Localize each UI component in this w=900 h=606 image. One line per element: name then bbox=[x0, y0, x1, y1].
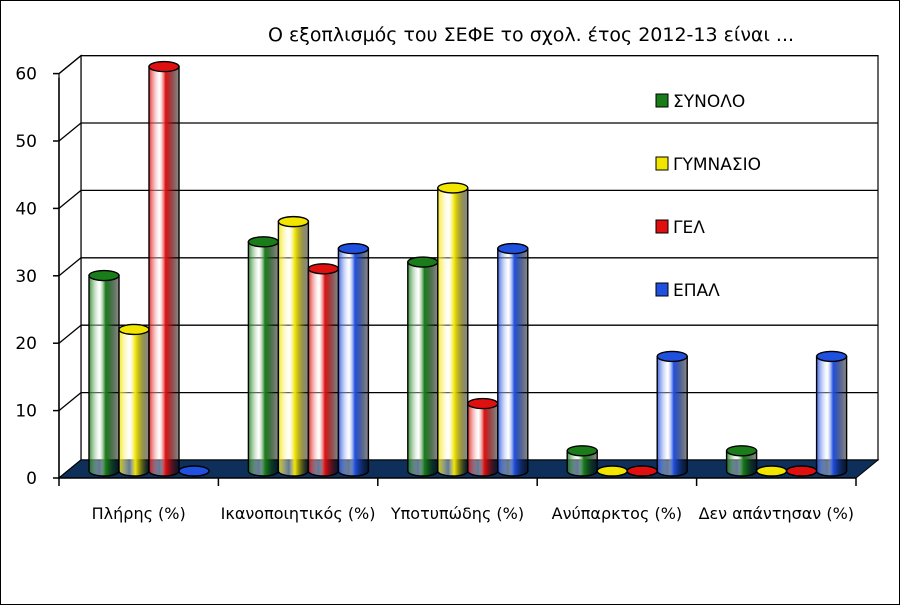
bar bbox=[247, 236, 280, 477]
bar-top bbox=[725, 445, 758, 457]
legend-label: ΓΕΛ bbox=[673, 218, 705, 238]
bar bbox=[467, 397, 499, 477]
bar bbox=[307, 263, 340, 477]
bar-body bbox=[307, 268, 340, 477]
bar-top bbox=[277, 215, 310, 228]
bar bbox=[148, 60, 180, 477]
bar-top bbox=[785, 465, 818, 477]
bar bbox=[277, 215, 310, 477]
bar-top bbox=[247, 236, 280, 248]
x-tick-label: Ικανοποιητικός (%) bbox=[221, 504, 376, 523]
bar bbox=[626, 465, 658, 477]
x-tick-label: Πλήρης (%) bbox=[92, 504, 186, 523]
bar bbox=[88, 269, 120, 477]
bar-body bbox=[656, 355, 688, 477]
legend-label: ΕΠΑΛ bbox=[673, 281, 720, 301]
legend-item: ΓΕΛ bbox=[655, 218, 705, 238]
legend-item: ΕΠΑΛ bbox=[655, 281, 720, 301]
bar bbox=[815, 350, 848, 477]
bar-body bbox=[118, 328, 150, 477]
bar-body bbox=[467, 402, 499, 477]
bar-body bbox=[148, 65, 180, 477]
bar bbox=[725, 445, 758, 477]
legend-swatch bbox=[655, 93, 669, 108]
bar-top bbox=[596, 465, 628, 477]
bar-top bbox=[467, 397, 499, 410]
bar bbox=[437, 182, 469, 477]
bar bbox=[178, 465, 210, 477]
bar-body bbox=[88, 274, 120, 477]
bar-body bbox=[337, 247, 370, 477]
y-tick-label: 0 bbox=[26, 469, 37, 489]
x-tick-label: Υποτυπώδης (%) bbox=[390, 504, 524, 523]
gridline-depth bbox=[58, 324, 82, 344]
legend-item: ΓΥΜΝΑΣΙΟ bbox=[655, 155, 761, 175]
bars bbox=[88, 60, 848, 477]
gridline-depth bbox=[58, 257, 82, 277]
gridlines bbox=[58, 54, 878, 479]
x-tick-label: Ανύπαρκτος (%) bbox=[552, 504, 683, 523]
bar bbox=[566, 445, 598, 477]
bar bbox=[497, 242, 529, 477]
y-tick-label: 20 bbox=[15, 334, 37, 354]
legend-swatch bbox=[655, 219, 669, 234]
bar bbox=[337, 242, 370, 477]
y-tick-label: 50 bbox=[15, 132, 37, 152]
bar-body bbox=[407, 261, 439, 477]
bar bbox=[118, 323, 150, 477]
bar-top bbox=[407, 256, 439, 268]
bar-top bbox=[178, 465, 210, 477]
y-tick-label: 40 bbox=[15, 199, 37, 219]
bar-body bbox=[497, 247, 529, 477]
bar-body bbox=[815, 355, 848, 477]
bar-top bbox=[437, 182, 469, 194]
bar-top bbox=[497, 242, 529, 255]
y-tick-label: 30 bbox=[15, 267, 37, 287]
bar-body bbox=[247, 241, 280, 477]
y-tick-label: 60 bbox=[15, 65, 37, 85]
gridline-depth bbox=[58, 392, 82, 412]
gridline-depth bbox=[58, 122, 82, 142]
legend-swatch bbox=[655, 156, 669, 171]
bar-top bbox=[755, 465, 788, 477]
legend-item: ΣΥΝΟΛΟ bbox=[655, 92, 745, 112]
bar bbox=[656, 350, 688, 477]
legend: ΣΥΝΟΛΟ ΓΥΜΝΑΣΙΟ ΓΕΛ ΕΠΑΛ bbox=[655, 92, 761, 301]
axes: 0 10 20 30 40 50 60 Πλήρης (%) Ικανοποιητικός (%… bbox=[15, 65, 857, 523]
chart-title: Ο εξοπλισμός του ΣΕΦΕ το σχολ. έτος 2012… bbox=[268, 24, 794, 46]
x-tick-label: Δεν απάντησαν (%) bbox=[699, 504, 854, 523]
legend-label: ΓΥΜΝΑΣΙΟ bbox=[673, 155, 761, 175]
bar-top bbox=[118, 323, 150, 336]
bar-top bbox=[307, 263, 340, 275]
bar bbox=[407, 256, 439, 477]
bar-body bbox=[437, 187, 469, 477]
bar bbox=[785, 465, 818, 477]
y-tick-label: 10 bbox=[15, 402, 37, 422]
bar bbox=[755, 465, 788, 477]
bar-top bbox=[566, 445, 598, 457]
bar-top bbox=[337, 242, 370, 255]
bar-top bbox=[148, 60, 180, 73]
bar-top bbox=[815, 350, 848, 363]
gridline-depth bbox=[58, 55, 82, 75]
bar-body bbox=[277, 220, 310, 477]
bar-top bbox=[88, 269, 120, 282]
bar-top bbox=[626, 465, 658, 477]
legend-label: ΣΥΝΟΛΟ bbox=[673, 92, 745, 112]
bar bbox=[596, 465, 628, 477]
gridline-depth bbox=[58, 189, 82, 209]
bar-top bbox=[656, 350, 688, 363]
legend-swatch bbox=[655, 282, 669, 297]
